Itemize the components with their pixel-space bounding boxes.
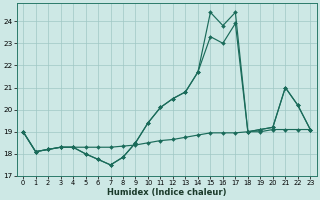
X-axis label: Humidex (Indice chaleur): Humidex (Indice chaleur) — [107, 188, 227, 197]
